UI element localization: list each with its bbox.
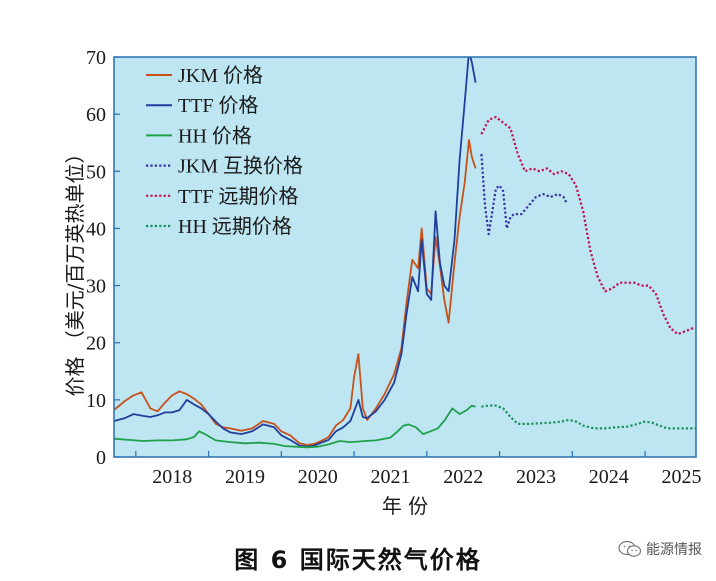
legend-label-2: HH 价格 <box>178 124 252 147</box>
y-tick-label: 0 <box>96 447 106 469</box>
y-tick-label: 30 <box>86 276 106 298</box>
x-tick-label: 2022 <box>443 466 483 488</box>
x-tick-label: 2023 <box>516 466 556 488</box>
series-line-1 <box>114 57 477 448</box>
wechat-icon <box>618 540 642 557</box>
x-tick-label: 2025 <box>661 466 701 488</box>
plot-area <box>114 57 696 457</box>
legend-label-4: TTF 远期价格 <box>178 185 299 208</box>
legend-label-0: JKM 价格 <box>178 64 263 87</box>
series-line-0 <box>114 138 477 446</box>
series-line-3 <box>480 154 568 236</box>
y-tick-label: 60 <box>86 104 106 126</box>
watermark-text: 能源情报 <box>646 542 702 558</box>
series-line-4 <box>480 115 696 336</box>
y-tick-label: 20 <box>86 333 106 355</box>
y-axis-title: 价格 （美元/百万英热单位） <box>63 143 87 396</box>
legend-label-3: JKM 互换价格 <box>178 155 303 178</box>
watermark: 能源情报 <box>618 539 702 559</box>
y-tick-label: 50 <box>86 161 106 183</box>
y-tick-label: 10 <box>86 390 106 412</box>
x-tick-label: 2018 <box>152 466 192 488</box>
figure-caption: 图 6 国际天然气价格 <box>234 546 482 574</box>
series-line-2 <box>114 404 476 449</box>
legend-label-5: HH 远期价格 <box>178 215 292 238</box>
legend-label-1: TTF 价格 <box>178 94 259 117</box>
y-tick-label: 40 <box>86 218 106 240</box>
x-tick-label: 2021 <box>370 466 410 488</box>
x-tick-label: 2020 <box>298 466 338 488</box>
y-tick-label: 70 <box>86 47 106 69</box>
series-line-5 <box>481 404 696 430</box>
x-tick-label: 2024 <box>589 466 629 488</box>
x-tick-label: 2019 <box>225 466 265 488</box>
plot-frame <box>113 56 697 458</box>
x-axis-title: 年 份 <box>382 494 428 518</box>
